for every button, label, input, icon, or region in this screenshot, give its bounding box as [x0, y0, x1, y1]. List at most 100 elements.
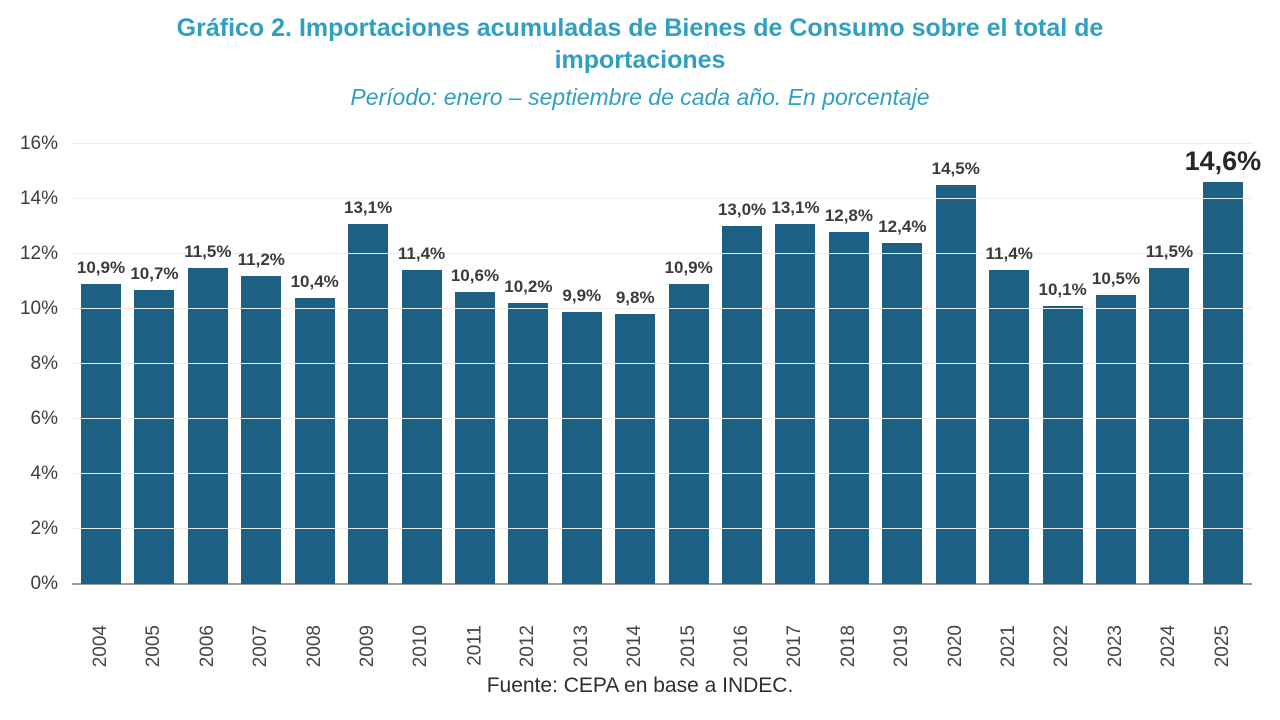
x-axis-label-text: 2017 — [784, 625, 806, 668]
bar-value-label: 13,1% — [771, 198, 820, 217]
x-axis-label: 2024 — [1149, 592, 1189, 667]
bar-slot: 10,5% — [1092, 144, 1140, 584]
x-axis-label: 2022 — [1043, 592, 1083, 667]
bar-2008 — [294, 298, 335, 584]
bar-slot: 14,5% — [932, 144, 980, 584]
bar-value-label: 10,2% — [504, 277, 553, 296]
x-axis-label-text: 2021 — [998, 625, 1020, 668]
bar-2021 — [989, 270, 1030, 584]
gridline — [72, 418, 1252, 419]
bar-value-label: 13,0% — [717, 200, 767, 219]
bar-2005 — [134, 290, 175, 584]
bar-slot: 10,9% — [665, 144, 713, 584]
x-axis-label-text: 2008 — [303, 625, 325, 668]
chart-subtitle: Período: enero – septiembre de cada año.… — [350, 84, 930, 110]
x-axis-label-text: 2022 — [1051, 625, 1073, 668]
bar-value-label: 12,4% — [878, 217, 927, 236]
bar-value-label: 10,1% — [1038, 280, 1087, 299]
bar-value-label: 10,5% — [1091, 269, 1141, 288]
x-axis-label: 2006 — [188, 592, 228, 667]
x-axis-label-text: 2014 — [624, 625, 646, 668]
bar-slot: 10,6% — [451, 144, 499, 584]
bar-value-label: 11,4% — [397, 244, 446, 263]
bar-2011 — [454, 292, 495, 584]
x-axis-label: 2007 — [241, 592, 281, 667]
x-axis-label-text: 2019 — [891, 625, 913, 668]
y-axis-label: 4% — [30, 463, 58, 484]
bar-value-label: 10,4% — [290, 272, 339, 291]
x-axis-label-text: 2020 — [944, 625, 966, 668]
x-axis-labels-row: 2004 2005 2006 2007 2008 2009 2010 2011 2012 2013… — [72, 592, 1252, 667]
bar-2010 — [401, 270, 442, 584]
bar-value-label: 14,5% — [931, 159, 980, 178]
x-axis-label: 2013 — [562, 592, 602, 667]
x-axis-label: 2010 — [402, 592, 442, 667]
x-axis-line — [72, 583, 1252, 585]
bar-2015 — [668, 284, 709, 584]
gridline — [72, 253, 1252, 254]
x-axis-label-text: 2023 — [1105, 625, 1127, 668]
x-axis-label: 2023 — [1096, 592, 1136, 667]
bar-slot: 14,6% — [1185, 144, 1261, 584]
x-axis-label-text: 2013 — [570, 625, 592, 668]
x-axis-label: 2025 — [1203, 592, 1243, 667]
bar-value-label: 10,6% — [450, 266, 500, 285]
x-axis-label: 2004 — [81, 592, 121, 667]
x-axis-label: 2005 — [134, 592, 174, 667]
y-axis-label: 10% — [19, 298, 58, 319]
chart-title-line-2: importaciones — [554, 46, 726, 74]
bar-slot: 11,5% — [1146, 144, 1193, 584]
bar-2014 — [615, 314, 656, 584]
x-axis-label-text: 2024 — [1158, 625, 1180, 668]
bar-2018 — [828, 232, 869, 584]
bar-slot: 10,2% — [504, 144, 552, 584]
y-axis-label: 0% — [30, 573, 58, 594]
bar-chart-figure: 10,9% 10,7% 11,5% 11,2% 10,4% 13,1% 11,4% 10,6%… — [0, 133, 1280, 667]
x-axis-label-text: 2004 — [90, 625, 111, 668]
gridline — [72, 363, 1252, 364]
x-axis-label-text: 2009 — [357, 625, 379, 668]
bar-slot: 10,1% — [1038, 144, 1087, 584]
bar-slot: 10,9% — [77, 144, 125, 584]
x-axis-label: 2017 — [775, 592, 815, 667]
chart-title-line-1: Gráfico 2. Importaciones acumuladas de B… — [176, 14, 1104, 42]
bar-2009 — [348, 224, 389, 584]
x-axis-label: 2009 — [348, 592, 388, 667]
y-axis-label: 8% — [30, 353, 58, 374]
bar-value-label: 11,5% — [184, 242, 232, 261]
gridline — [72, 308, 1252, 309]
x-axis-label: 2015 — [669, 592, 709, 667]
bar-2019 — [882, 243, 923, 584]
x-axis-label: 2021 — [989, 592, 1029, 667]
x-axis-label: 2011 — [455, 592, 495, 666]
bar-slot: 9,8% — [615, 144, 656, 584]
bar-slot: 13,1% — [344, 144, 392, 584]
bar-2007 — [241, 276, 282, 584]
bar-2004 — [81, 284, 121, 584]
bar-slot: 11,2% — [238, 144, 285, 584]
source-note: Fuente: CEPA en base a INDEC. — [486, 674, 794, 697]
bar-slot: 13,0% — [718, 144, 766, 584]
chart-header: Gráfico 2. Importaciones acumuladas de B… — [0, 0, 1280, 112]
x-axis-label: 2020 — [936, 592, 976, 667]
x-axis-label: 2018 — [829, 592, 869, 667]
bar-value-label: 14,6% — [1184, 146, 1262, 176]
bar-value-label: 13,1% — [344, 198, 393, 217]
bar-value-label: 9,8% — [615, 288, 655, 307]
bar-slot: 13,1% — [771, 144, 820, 584]
gridline — [72, 143, 1252, 144]
bar-value-label: 9,9% — [562, 286, 602, 305]
bar-slot: 11,4% — [986, 144, 1033, 584]
x-axis-label-text: 2018 — [837, 625, 859, 668]
x-axis-label-text: 2012 — [517, 625, 539, 668]
bar-value-label: 11,4% — [985, 244, 1033, 263]
x-axis-label-text: 2011 — [463, 625, 485, 666]
x-axis-label-text: 2025 — [1211, 625, 1233, 668]
bar-2017 — [775, 224, 816, 584]
gridline — [72, 198, 1252, 199]
bar-value-label: 10,9% — [76, 258, 126, 277]
x-axis-label: 2016 — [722, 592, 762, 667]
bar-slot: 10,4% — [291, 144, 339, 584]
bar-slot: 9,9% — [561, 144, 602, 584]
